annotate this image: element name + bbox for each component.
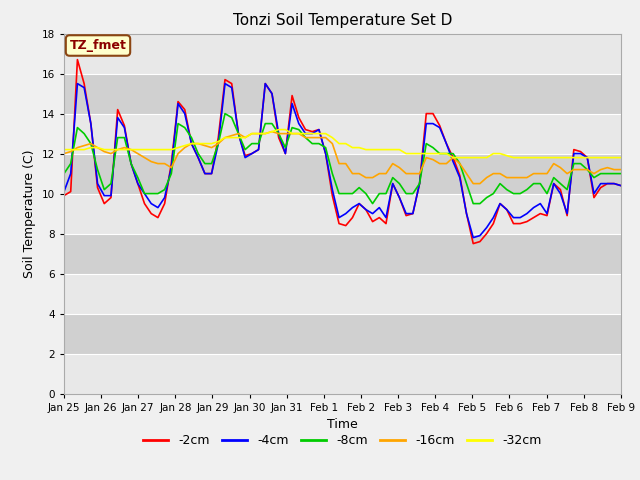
-8cm <box>315 141 323 146</box>
Bar <box>64 193 621 234</box>
Bar <box>64 234 621 274</box>
-16cm <box>342 161 349 167</box>
Line: -32cm: -32cm <box>64 130 621 157</box>
-8cm <box>523 187 531 192</box>
-8cm <box>93 167 101 172</box>
-4cm <box>469 235 477 240</box>
-16cm <box>315 135 323 141</box>
Title: Tonzi Soil Temperature Set D: Tonzi Soil Temperature Set D <box>233 13 452 28</box>
-32cm <box>315 131 323 136</box>
Text: TZ_fmet: TZ_fmet <box>70 39 127 52</box>
-32cm <box>617 155 625 160</box>
-16cm <box>469 180 477 186</box>
-8cm <box>60 171 68 177</box>
-16cm <box>268 129 276 134</box>
-32cm <box>523 155 531 160</box>
-4cm <box>496 201 504 206</box>
-2cm <box>100 201 108 206</box>
-2cm <box>617 183 625 189</box>
Bar <box>64 34 621 73</box>
-8cm <box>342 191 349 196</box>
-4cm <box>67 171 74 177</box>
Bar <box>64 274 621 313</box>
Line: -8cm: -8cm <box>64 114 621 204</box>
-4cm <box>342 211 349 216</box>
-2cm <box>342 223 349 228</box>
-8cm <box>496 180 504 186</box>
-32cm <box>275 127 282 132</box>
-4cm <box>315 127 323 132</box>
-2cm <box>60 192 68 199</box>
-16cm <box>60 151 68 156</box>
-4cm <box>617 183 625 189</box>
-8cm <box>67 161 74 167</box>
-2cm <box>469 240 477 247</box>
-8cm <box>221 111 229 117</box>
Line: -2cm: -2cm <box>64 60 621 243</box>
Bar <box>64 313 621 354</box>
-16cm <box>523 175 531 180</box>
Line: -16cm: -16cm <box>64 132 621 183</box>
Line: -4cm: -4cm <box>64 84 621 238</box>
Bar <box>64 73 621 114</box>
-32cm <box>449 155 457 160</box>
-8cm <box>617 171 625 177</box>
-8cm <box>369 201 376 206</box>
-16cm <box>496 171 504 177</box>
-4cm <box>100 192 108 199</box>
-32cm <box>67 147 74 153</box>
-2cm <box>496 201 504 206</box>
-32cm <box>93 144 101 150</box>
-32cm <box>342 141 349 146</box>
Bar <box>64 354 621 394</box>
Y-axis label: Soil Temperature (C): Soil Temperature (C) <box>23 149 36 278</box>
-16cm <box>617 167 625 172</box>
-2cm <box>67 189 74 194</box>
-2cm <box>523 219 531 225</box>
X-axis label: Time: Time <box>327 418 358 431</box>
-2cm <box>74 57 81 62</box>
-4cm <box>523 211 531 216</box>
-4cm <box>60 189 68 194</box>
-32cm <box>496 151 504 156</box>
Bar <box>64 154 621 193</box>
Legend: -2cm, -4cm, -8cm, -16cm, -32cm: -2cm, -4cm, -8cm, -16cm, -32cm <box>138 429 547 452</box>
-32cm <box>60 147 68 153</box>
Bar <box>64 114 621 154</box>
-2cm <box>315 127 323 132</box>
-16cm <box>67 149 74 155</box>
-4cm <box>74 81 81 86</box>
-16cm <box>93 144 101 150</box>
